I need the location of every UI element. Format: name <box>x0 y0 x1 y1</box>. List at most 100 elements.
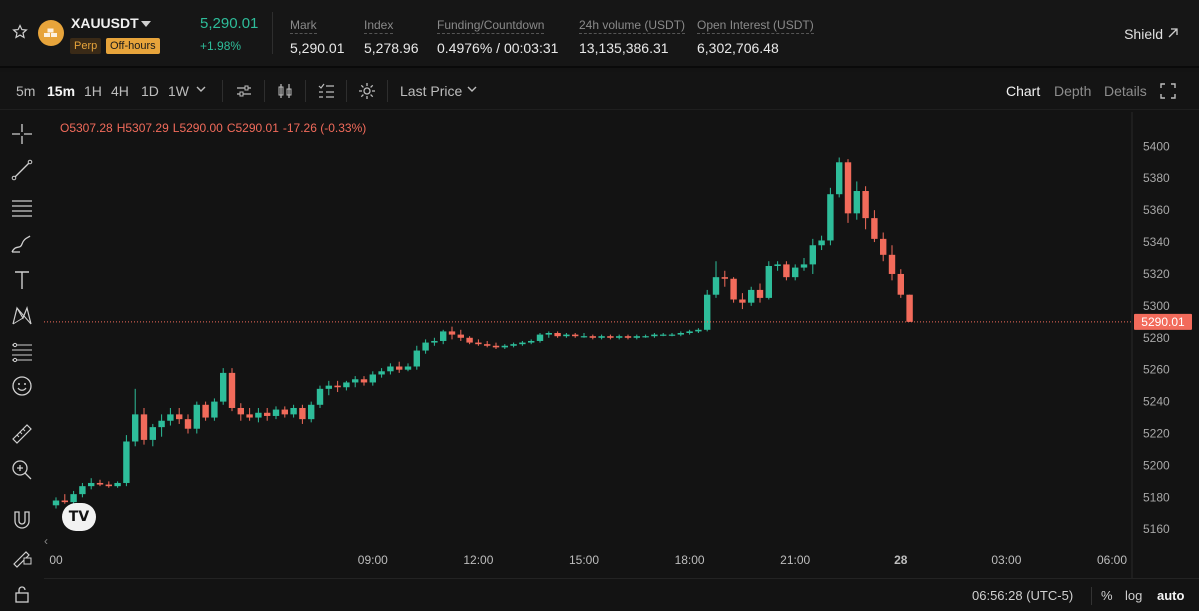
candlestick-type-icon[interactable] <box>275 81 295 101</box>
stat-value: 13,135,386.31 <box>579 40 669 56</box>
candle <box>686 329 693 335</box>
candle-body <box>888 254 896 274</box>
tab-chart[interactable]: Chart <box>1006 83 1041 99</box>
candle <box>114 481 121 488</box>
candle <box>607 334 614 340</box>
lock-drawing-icon[interactable] <box>10 544 34 568</box>
price-chart-area[interactable]: 5160 5180 5200 5220 5240 5260 5280 5300 5320 5340… <box>44 112 1199 611</box>
ohlc-close: C5290.01 <box>226 121 279 135</box>
price-type-select[interactable]: Last Price <box>400 83 463 99</box>
candle-body <box>598 336 605 338</box>
candle-body <box>369 374 376 383</box>
y-tick-label: 5260 <box>1143 363 1170 377</box>
stat-label: Mark <box>290 18 317 34</box>
crosshair-icon[interactable] <box>10 122 34 146</box>
candle-body <box>387 366 394 372</box>
candle-body <box>774 264 781 266</box>
current-price-label: 5290.01 <box>1141 315 1185 329</box>
toolbar-divider <box>222 80 223 102</box>
candle-body <box>325 385 332 389</box>
symbol-name[interactable]: XAUUSDT <box>71 15 139 31</box>
chevron-down-icon[interactable] <box>465 82 479 96</box>
candle <box>730 277 737 303</box>
candle-body <box>316 388 324 405</box>
candlestick-chart[interactable]: 5160 5180 5200 5220 5240 5260 5280 5300 5320 5340… <box>44 112 1199 578</box>
brush-icon[interactable] <box>10 232 34 256</box>
candle-body <box>396 366 403 370</box>
ticker-header: XAUUSDT Perp Off-hours 5,290.01 +1.98% M… <box>0 0 1199 68</box>
percent-scale-button[interactable]: % <box>1101 588 1113 603</box>
pattern-icon[interactable] <box>10 304 34 328</box>
emoji-icon[interactable] <box>10 374 34 398</box>
candle-body <box>607 336 614 338</box>
shield-link[interactable]: Shield <box>1124 26 1163 42</box>
timeframe-4h[interactable]: 4H <box>111 83 129 99</box>
ruler-icon[interactable] <box>10 422 34 446</box>
candle <box>246 407 253 421</box>
gear-icon[interactable] <box>357 81 377 101</box>
chevron-down-icon[interactable] <box>194 82 208 96</box>
fib-retracement-icon[interactable] <box>10 340 34 364</box>
candle-body <box>836 162 843 195</box>
candle <box>132 388 139 447</box>
tab-details[interactable]: Details <box>1104 83 1147 99</box>
candle <box>563 333 570 338</box>
candle <box>272 406 280 420</box>
external-arrow-icon[interactable] <box>1167 27 1179 39</box>
candle <box>862 186 869 230</box>
x-tick-label: 03:00 <box>991 553 1021 567</box>
stat-value: 5,278.96 <box>364 40 419 56</box>
indicators-list-icon[interactable] <box>316 81 336 101</box>
log-scale-button[interactable]: log <box>1125 588 1143 603</box>
horizontal-lines-icon[interactable] <box>10 196 34 220</box>
candle <box>748 286 755 306</box>
candle-body <box>871 218 878 239</box>
timeframe-1d[interactable]: 1D <box>141 83 159 99</box>
timeframe-15m[interactable]: 15m <box>47 83 76 99</box>
toolbar-divider <box>346 80 347 102</box>
candle <box>96 479 104 487</box>
candle-body <box>536 334 544 341</box>
symbol-dropdown-caret-icon[interactable] <box>141 21 151 27</box>
candle-body <box>52 500 60 506</box>
candle-body <box>272 409 280 416</box>
candle <box>228 368 236 412</box>
chart-toolbar: 5m 15m 1H 4H 1D 1W Last Price Chart Dept… <box>0 72 1199 110</box>
star-icon[interactable] <box>12 24 28 40</box>
auto-scale-button[interactable]: auto <box>1157 588 1185 603</box>
candle <box>510 342 517 348</box>
magnet-icon[interactable] <box>10 508 34 532</box>
chevron-left-icon[interactable]: ‹ <box>44 534 48 548</box>
lock-icon[interactable] <box>10 582 34 606</box>
toolbar-divider <box>387 80 388 102</box>
candle <box>792 264 799 281</box>
candle-body <box>695 329 702 332</box>
trend-line-icon[interactable] <box>10 158 34 182</box>
candle <box>871 210 878 243</box>
indicator-settings-icon[interactable] <box>234 81 254 101</box>
candle <box>598 334 605 340</box>
text-tool-icon[interactable] <box>10 268 34 292</box>
candle-body <box>800 264 808 268</box>
candle-body <box>748 289 755 303</box>
stat-label: 24h volume (USDT) <box>579 18 686 34</box>
candle <box>827 187 834 246</box>
x-tick-label: 06:00 <box>1097 553 1127 567</box>
x-tick-label: 18:00 <box>675 553 705 567</box>
timeframe-1w[interactable]: 1W <box>168 83 189 99</box>
candle <box>774 261 781 271</box>
candle <box>677 331 684 337</box>
zoom-in-icon[interactable] <box>10 458 34 482</box>
timeframe-1h[interactable]: 1H <box>84 83 102 99</box>
fullscreen-icon[interactable] <box>1158 81 1178 101</box>
clock: 06:56:28 (UTC-5) <box>972 588 1074 603</box>
candle <box>668 333 676 337</box>
candle <box>616 334 623 340</box>
timeframe-5m[interactable]: 5m <box>16 83 36 99</box>
y-tick-label: 5340 <box>1143 235 1170 249</box>
toolbar-divider <box>305 80 306 102</box>
candle <box>299 404 306 424</box>
tab-depth[interactable]: Depth <box>1054 83 1092 99</box>
candle-body <box>721 277 728 279</box>
candle <box>431 337 438 346</box>
